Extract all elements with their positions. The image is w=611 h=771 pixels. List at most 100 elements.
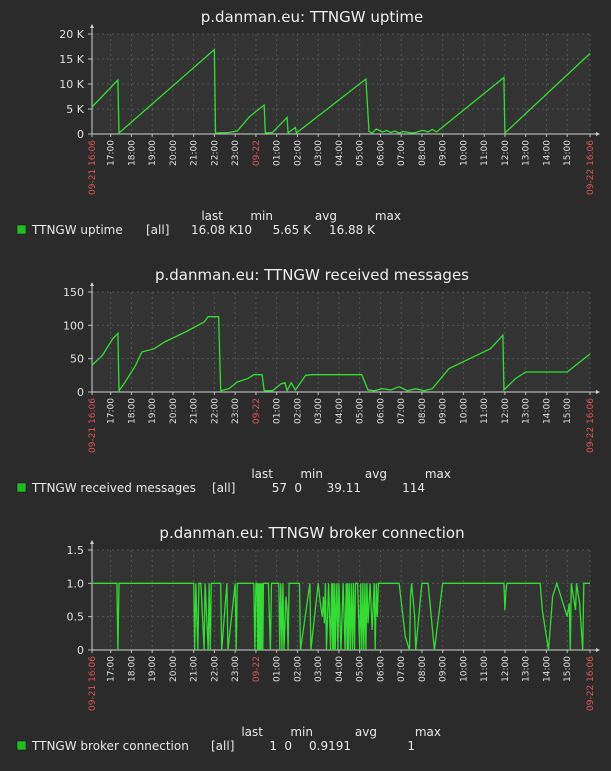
x-tick-label: 11:00 xyxy=(480,398,490,424)
y-tick-label: 0 xyxy=(77,644,84,657)
x-tick-label: 04:00 xyxy=(335,656,345,682)
x-tick-label: 17:00 xyxy=(107,398,117,424)
x-tick-label: 18:00 xyxy=(127,656,137,682)
x-tick-label: 07:00 xyxy=(397,398,407,424)
y-axis-arrow-icon xyxy=(90,540,94,544)
x-tick-label: 07:00 xyxy=(397,656,407,682)
x-tick-label: 19:00 xyxy=(148,656,158,682)
legend-swatch xyxy=(16,224,27,235)
x-tick-label: 03:00 xyxy=(314,398,324,424)
legend-value-avg: 39.11 xyxy=(327,481,361,495)
legend-value-min: 0 xyxy=(284,739,292,753)
legend-header-max: max xyxy=(415,725,441,739)
y-tick-label: 20 K xyxy=(59,28,84,41)
x-tick-label: 08:00 xyxy=(418,140,428,166)
x-tick-label: 21:00 xyxy=(190,140,200,166)
legend-header-max: max xyxy=(375,209,401,223)
x-tick-label: 13:00 xyxy=(522,398,532,424)
x-tick-label: 18:00 xyxy=(127,140,137,166)
legend-value-max: 114 xyxy=(402,481,425,495)
legend-header-avg: avg xyxy=(315,209,337,223)
chart-panel-1: p.danman.eu: TTNGW received messages 0 50 1… xyxy=(16,266,600,495)
legend-header-avg: avg xyxy=(355,725,377,739)
x-tick-label: 15:00 xyxy=(563,140,573,166)
x-tick-label: 12:00 xyxy=(501,656,511,682)
x-axis-arrow-icon xyxy=(596,390,600,394)
legend-header-min: min xyxy=(250,209,273,223)
x-tick-label: 09:00 xyxy=(439,140,449,166)
legend-value-last: 1 xyxy=(269,739,277,753)
x-tick-label: 09-22 xyxy=(252,140,262,166)
x-tick-label: 01:00 xyxy=(273,656,283,682)
legend-series-name: TTNGW received messages xyxy=(31,481,196,495)
y-tick-label: 5 K xyxy=(66,103,84,116)
y-tick-label: 150 xyxy=(63,286,84,299)
legend-swatch xyxy=(16,482,27,493)
x-tick-label: 15:00 xyxy=(563,398,573,424)
x-tick-label: 13:00 xyxy=(522,656,532,682)
legend-header-last: last xyxy=(201,209,223,223)
x-tick-label: 09:00 xyxy=(439,656,449,682)
x-tick-label: 23:00 xyxy=(231,398,241,424)
x-tick-label: 09-22 16:06 xyxy=(586,656,596,711)
x-tick-label: 22:00 xyxy=(210,398,220,424)
x-tick-label: 21:00 xyxy=(190,656,200,682)
x-tick-label: 23:00 xyxy=(231,140,241,166)
legend-value-last: 16.08 K xyxy=(191,223,238,237)
legend-header-avg: avg xyxy=(365,467,387,481)
legend-header-min: min xyxy=(300,467,323,481)
y-tick-label: 0 xyxy=(77,386,84,399)
legend-value-avg: 5.65 K xyxy=(273,223,313,237)
x-tick-label: 21:00 xyxy=(190,398,200,424)
x-tick-label: 03:00 xyxy=(314,656,324,682)
legend-group: [all] xyxy=(211,739,234,753)
x-tick-label: 09-22 xyxy=(252,656,262,682)
series-line-0 xyxy=(91,48,591,135)
legend-swatch xyxy=(16,740,27,751)
chart-title: p.danman.eu: TTNGW broker connection xyxy=(159,524,464,542)
x-tick-label: 05:00 xyxy=(356,398,366,424)
x-tick-label: 03:00 xyxy=(314,140,324,166)
x-axis-arrow-icon xyxy=(596,648,600,652)
series-line-0 xyxy=(92,581,590,651)
chart-title: p.danman.eu: TTNGW uptime xyxy=(201,8,424,26)
x-tick-label: 22:00 xyxy=(210,656,220,682)
x-tick-label: 09-22 xyxy=(252,398,262,424)
x-tick-label: 12:00 xyxy=(501,140,511,166)
plot-area xyxy=(92,292,590,392)
y-axis-arrow-icon xyxy=(90,24,94,28)
x-tick-label: 02:00 xyxy=(293,656,303,682)
legend-header-min: min xyxy=(290,725,313,739)
x-tick-label: 05:00 xyxy=(356,656,366,682)
x-tick-label: 14:00 xyxy=(542,398,552,424)
legend-value-min: 10 xyxy=(237,223,252,237)
x-tick-label: 12:00 xyxy=(501,398,511,424)
y-tick-label: 15 K xyxy=(59,53,84,66)
x-tick-label: 20:00 xyxy=(169,140,179,166)
y-tick-label: 100 xyxy=(63,319,84,332)
x-tick-label: 02:00 xyxy=(293,398,303,424)
x-tick-label: 09-22 16:06 xyxy=(586,140,596,195)
x-tick-label: 06:00 xyxy=(376,656,386,682)
legend-value-max: 16.88 K xyxy=(329,223,376,237)
x-tick-label: 02:00 xyxy=(293,140,303,166)
legend-header-last: last xyxy=(241,725,263,739)
x-tick-label: 09:00 xyxy=(439,398,449,424)
x-tick-label: 13:00 xyxy=(522,140,532,166)
x-tick-label: 08:00 xyxy=(418,398,428,424)
x-tick-label: 06:00 xyxy=(376,140,386,166)
x-tick-label: 10:00 xyxy=(459,656,469,682)
x-tick-label: 22:00 xyxy=(210,140,220,166)
x-tick-label: 20:00 xyxy=(169,656,179,682)
x-tick-label: 10:00 xyxy=(459,398,469,424)
x-tick-label: 14:00 xyxy=(542,656,552,682)
legend-value-max: 1 xyxy=(407,739,415,753)
x-tick-label: 06:00 xyxy=(376,398,386,424)
y-tick-label: 10 K xyxy=(59,78,84,91)
legend-series-name: TTNGW broker connection xyxy=(31,739,189,753)
legend-group: [all] xyxy=(212,481,235,495)
x-tick-label: 01:00 xyxy=(273,398,283,424)
legend-value-min: 0 xyxy=(294,481,302,495)
x-tick-label: 19:00 xyxy=(148,140,158,166)
